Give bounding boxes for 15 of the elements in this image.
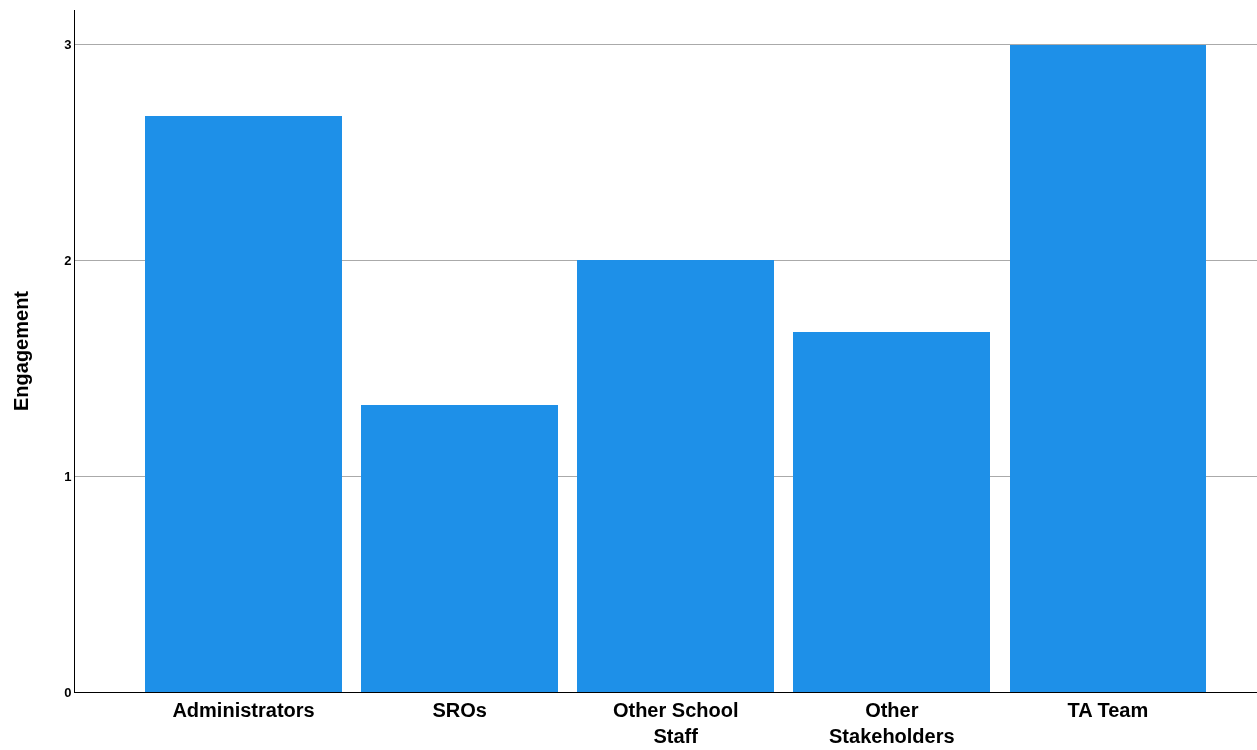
bar [793,332,990,692]
bar [577,260,774,692]
bar [1010,45,1206,692]
bar [145,116,342,692]
y-axis-title: Engagement [9,290,32,412]
y-tick-label: 0 [64,684,72,700]
x-tick-label: TA Team [1067,699,1149,721]
y-tick-label: 3 [64,37,72,53]
x-tick-label: SROs [432,699,487,721]
x-tick-label: Other School Staff [612,699,739,747]
x-tick-label: Administrators [172,699,315,721]
y-tick-label: 2 [64,252,72,268]
y-tick-label: 1 [64,468,72,484]
x-tick-label: Other Stakeholders [829,699,955,747]
bar [361,405,558,692]
